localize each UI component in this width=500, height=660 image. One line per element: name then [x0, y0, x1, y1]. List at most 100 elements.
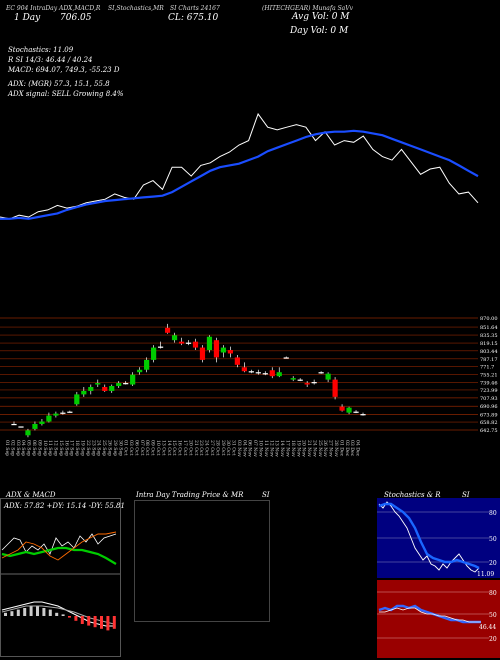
candle-body — [199, 347, 206, 360]
candle-body — [25, 430, 31, 436]
macd-histogram-bar — [106, 616, 110, 631]
price-level-label: 851.64 — [480, 325, 498, 331]
candle-body — [60, 412, 66, 414]
date-label: 23 Oct — [198, 440, 204, 456]
candle-body — [353, 411, 359, 413]
date-label: 15 Oct — [171, 440, 177, 456]
adx-macd-title: ADX & MACD — [6, 491, 56, 499]
macd-histogram-bar — [100, 616, 103, 629]
candle-body — [332, 379, 338, 397]
candle-body — [339, 406, 345, 411]
candle-body — [220, 347, 227, 353]
date-label: 27 Nov — [328, 440, 334, 457]
date-label: 03 Dec — [349, 440, 355, 457]
price-level-lines — [0, 317, 478, 431]
date-label: 21 Oct — [193, 440, 199, 456]
macd-histogram-bar — [74, 616, 78, 621]
price-level-label: 673.89 — [480, 413, 498, 419]
adx-readout: ADX: (MGR) 57.3, 15.1, 55.8 — [8, 80, 110, 88]
price-level-label: 819.15 — [480, 341, 498, 347]
date-label: 07 Oct — [139, 440, 145, 456]
date-label: 30 Oct — [225, 440, 231, 456]
date-label: 26 Sep — [106, 440, 112, 456]
date-label: 01 Dec — [338, 440, 344, 457]
date-label: 13 Nov — [274, 440, 280, 457]
stoch-si: SI — [462, 491, 470, 499]
candle-body — [206, 336, 213, 351]
candlestick-chart: 870.00 851.64 835.35 819.15 803.44 787.17771.… — [0, 316, 498, 457]
candle-body — [276, 372, 282, 377]
stoch-value-label: 11.09 — [477, 571, 494, 578]
date-label: 20 Nov — [301, 440, 307, 457]
header-line1d: (HITECHGEAR) Munafa SaVv — [262, 5, 353, 12]
candle-body — [95, 383, 101, 385]
date-label: 03 Sep — [15, 440, 21, 456]
date-label: 17 Oct — [182, 440, 188, 456]
candle-body — [74, 394, 80, 405]
candle-body — [297, 379, 303, 381]
header-line1c: SI Charts 24167 — [170, 5, 220, 12]
date-label: 24 Sep — [96, 440, 102, 456]
date-label: 28 Nov — [333, 440, 339, 457]
date-label: 20 Oct — [187, 440, 193, 456]
minus-di-line — [1, 531, 117, 561]
date-label: 19 Nov — [295, 440, 301, 457]
rsi-white-line — [379, 607, 481, 623]
date-label: 17 Sep — [69, 440, 75, 456]
candle-body — [32, 423, 38, 429]
date-label: 02 Dec — [344, 440, 350, 457]
stoch-rsi-title: Stochastics & R — [384, 491, 441, 499]
macd-histogram-bar — [42, 608, 46, 616]
price-level-label: 870.00 — [480, 316, 498, 322]
date-label: 05 Sep — [26, 440, 32, 456]
macd-histogram-bar — [61, 614, 65, 616]
date-label: 30 Sep — [117, 440, 123, 456]
candle-body — [102, 386, 108, 391]
date-label: 04 Sep — [20, 440, 26, 456]
date-label: 06 Oct — [133, 440, 139, 456]
candle-body — [67, 411, 73, 413]
intraday-si: SI — [262, 491, 270, 499]
macd-histogram-bar — [16, 609, 20, 616]
date-label: 11 Nov — [263, 440, 269, 457]
candle-body — [192, 341, 199, 348]
candle-body — [255, 372, 261, 374]
macd-histogram-bar — [93, 616, 97, 628]
candle-body — [123, 383, 129, 385]
candle-body — [234, 357, 240, 365]
date-label: 09 Sep — [36, 440, 42, 456]
candle-body — [241, 367, 247, 372]
macd-histogram-bar — [112, 616, 116, 629]
candle-body — [18, 426, 24, 428]
date-label: 02 Sep — [9, 440, 15, 456]
date-label: 13 Oct — [160, 440, 166, 456]
candle-body — [116, 383, 122, 387]
macd-histogram-bar — [36, 606, 39, 616]
macd-histogram-bar — [10, 611, 14, 616]
price-level-label: 658.82 — [480, 420, 498, 426]
candle-body — [346, 407, 352, 413]
date-label: 18 Sep — [74, 440, 80, 456]
candle-body — [46, 415, 52, 422]
date-label: 22 Sep — [85, 440, 91, 456]
date-label: 04 Dec — [355, 440, 361, 457]
candle-body — [311, 382, 317, 384]
candle-body — [11, 423, 17, 426]
badge-day: 1 Day — [14, 13, 41, 23]
candle-body — [88, 386, 94, 391]
date-label: 21 Nov — [306, 440, 312, 457]
stoch-d-line — [378, 502, 480, 570]
stochastics-readout: Stochastics: 11.09 — [8, 46, 74, 54]
stoch-level-80: 80 — [489, 510, 497, 517]
macd-histogram-bar — [23, 608, 27, 616]
date-label: 07 Nov — [252, 440, 258, 457]
day-volume: Day Vol: 0 M — [290, 26, 349, 36]
rsi-background — [377, 580, 500, 658]
rsi-value-label: 46.44 — [479, 624, 496, 631]
date-label: 24 Oct — [204, 440, 210, 456]
date-axis-labels: 01 Sep 02 Sep 03 Sep 04 Sep 05 Sep 08 Sep 09 S… — [4, 440, 361, 457]
rsi-level-80: 80 — [489, 590, 497, 597]
macd-histogram-bar — [87, 616, 91, 626]
date-label: 01 Sep — [4, 440, 10, 456]
header-line1: EC 904 IntraDay ADX,MACD,R — [6, 5, 101, 12]
